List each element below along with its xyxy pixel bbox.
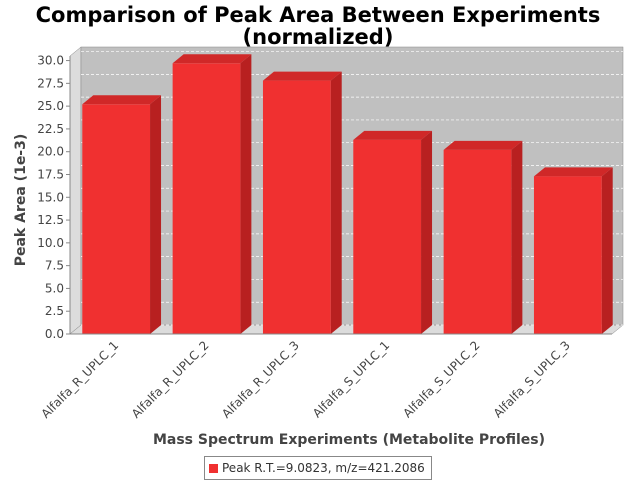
x-tick-label: Alfalfa_S_UPLC_1 bbox=[310, 338, 392, 420]
y-tick-label: 27.5 bbox=[37, 76, 64, 90]
bar-top bbox=[533, 167, 613, 177]
x-tick-label: Alfalfa_R_UPLC_1 bbox=[38, 338, 121, 421]
chart-subtitle: (normalized) bbox=[243, 25, 394, 49]
y-tick-label: 17.5 bbox=[37, 167, 64, 181]
bar bbox=[533, 167, 613, 334]
plot-area bbox=[69, 46, 624, 335]
y-tick-label: 30.0 bbox=[37, 54, 64, 68]
legend-label: Peak R.T.=9.0823, m/z=421.2086 bbox=[222, 461, 425, 475]
x-tick-label: Alfalfa_R_UPLC_3 bbox=[219, 338, 302, 421]
plot-side-wall bbox=[69, 46, 82, 335]
x-axis: Alfalfa_R_UPLC_1 Alfalfa_R_UPLC_2 Alfalfa_… bbox=[38, 333, 612, 421]
bar-top bbox=[443, 140, 523, 150]
legend: Peak R.T.=9.0823, m/z=421.2086 bbox=[204, 456, 432, 480]
y-tick-label: 22.5 bbox=[37, 122, 64, 136]
y-tick-label: 20.0 bbox=[37, 145, 64, 159]
bar-side bbox=[511, 140, 523, 334]
bar-front bbox=[443, 149, 512, 334]
y-tick-label: 7.5 bbox=[45, 259, 64, 273]
y-tick-label: 12.5 bbox=[37, 213, 64, 227]
bar-top bbox=[82, 95, 162, 105]
plot-background bbox=[80, 46, 624, 326]
bar-side bbox=[150, 95, 162, 334]
bar-front bbox=[82, 104, 151, 334]
chart-title: Comparison of Peak Area Between Experime… bbox=[36, 3, 601, 27]
bar-top bbox=[172, 54, 252, 64]
bar bbox=[262, 71, 342, 334]
x-tick-label: Alfalfa_S_UPLC_2 bbox=[400, 338, 482, 420]
x-tick-label: Alfalfa_R_UPLC_2 bbox=[129, 338, 212, 421]
y-tick-label: 0.0 bbox=[45, 327, 64, 341]
bar bbox=[172, 54, 252, 334]
bar-side bbox=[601, 167, 613, 334]
bar bbox=[82, 95, 162, 334]
bar bbox=[353, 130, 433, 334]
y-tick-label: 5.0 bbox=[45, 281, 64, 295]
legend-swatch bbox=[209, 463, 218, 473]
y-tick-label: 2.5 bbox=[45, 304, 64, 318]
bar-front bbox=[262, 80, 331, 334]
bar-front bbox=[353, 139, 422, 334]
bar-front bbox=[172, 63, 241, 334]
y-tick-label: 15.0 bbox=[37, 190, 64, 204]
bars bbox=[82, 54, 613, 334]
bar-side bbox=[330, 71, 342, 334]
y-tick-label: 10.0 bbox=[37, 236, 64, 250]
y-axis: 0.0 2.5 5.0 7.5 10.0 12.5 15.0 17.5 20.0 22.5 25.0… bbox=[37, 51, 623, 341]
bar-side bbox=[421, 130, 433, 334]
x-tick-label: Alfalfa_S_UPLC_3 bbox=[491, 338, 573, 420]
bar bbox=[443, 140, 523, 334]
x-axis-label: Mass Spectrum Experiments (Metabolite Pr… bbox=[153, 432, 545, 448]
bar-front bbox=[533, 176, 602, 334]
bar-side bbox=[240, 54, 252, 334]
y-axis-label: Peak Area (1e-3) bbox=[13, 134, 29, 267]
bar-top bbox=[353, 130, 433, 140]
y-tick-label: 25.0 bbox=[37, 99, 64, 113]
bar-top bbox=[262, 71, 342, 81]
